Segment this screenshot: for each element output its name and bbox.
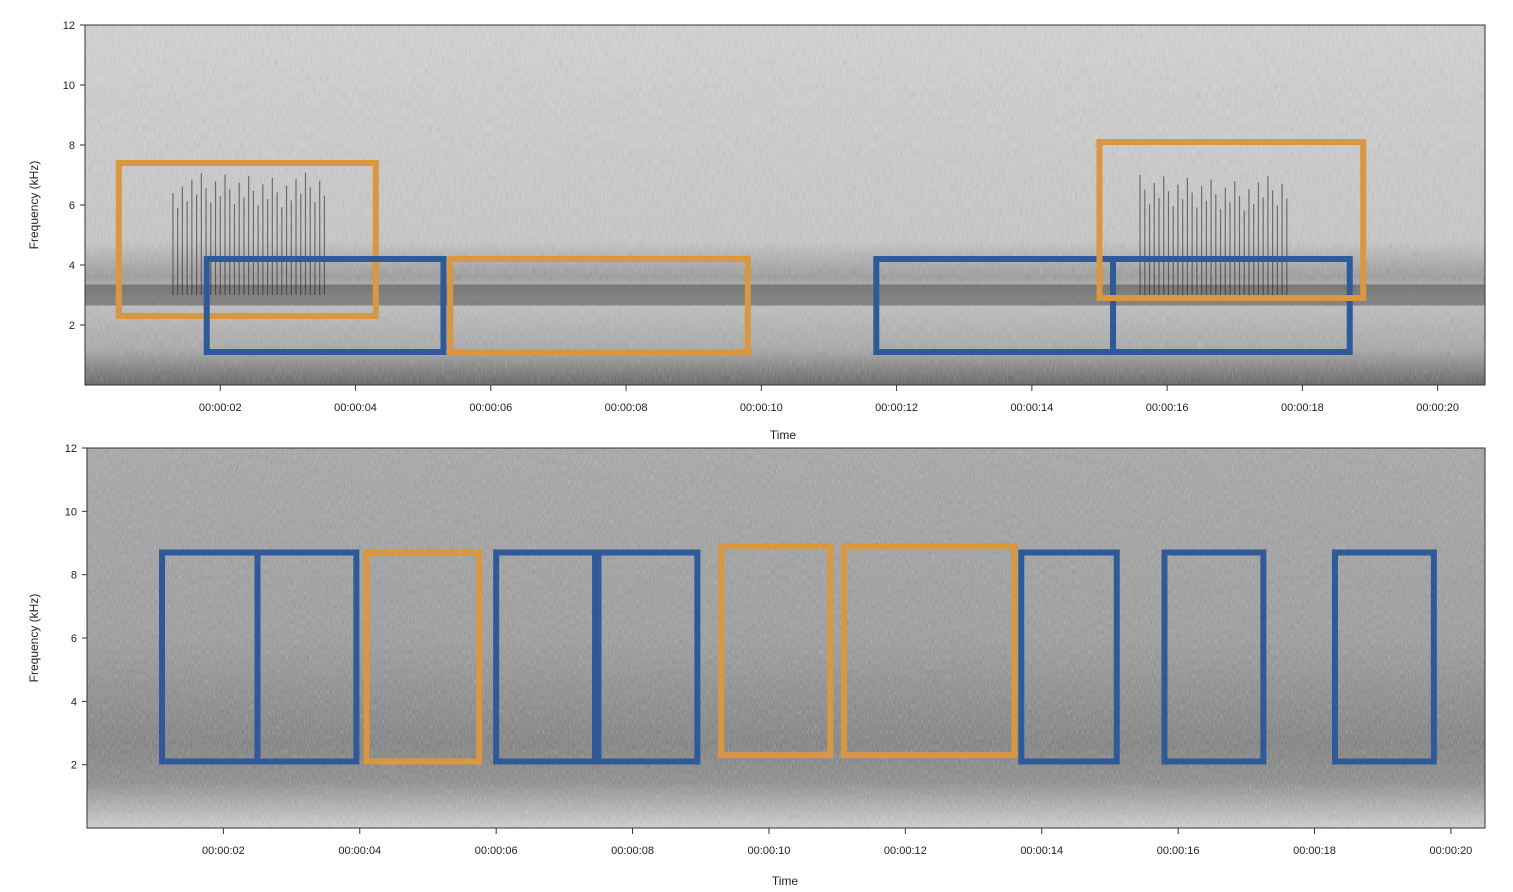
- x-tick-label: 00:00:20: [1416, 402, 1459, 414]
- orange-annotation-box: [1096, 139, 1367, 301]
- x-tick-label: 00:00:14: [1010, 402, 1053, 414]
- y-tick-label: 4: [69, 260, 75, 272]
- blue-annotation-box: [203, 256, 447, 355]
- x-tick-label: 00:00:02: [199, 402, 242, 414]
- x-tick-label: 00:00:18: [1293, 845, 1336, 857]
- bottom-x-axis-label: Time: [772, 874, 799, 888]
- blue-annotation-box: [595, 549, 701, 765]
- x-tick-label: 00:00:16: [1146, 402, 1189, 414]
- orange-annotation-box: [718, 543, 834, 759]
- orange-annotation-box: [840, 543, 1018, 759]
- y-tick-label: 2: [69, 320, 75, 332]
- x-tick-label: 00:00:04: [334, 402, 377, 414]
- blue-annotation-box: [1110, 256, 1353, 355]
- x-tick-label: 00:00:20: [1429, 845, 1472, 857]
- y-tick-label: 8: [71, 570, 77, 582]
- y-tick-label: 12: [65, 443, 77, 455]
- x-tick-label: 00:00:18: [1281, 402, 1324, 414]
- y-tick-label: 2: [71, 760, 77, 772]
- x-tick-label: 00:00:08: [605, 402, 648, 414]
- orange-annotation-box: [115, 160, 379, 319]
- y-tick-label: 8: [69, 140, 75, 152]
- bottom-x-ticks: 00:00:02 00:00:04 00:00:06 00:00:08 00:00:10…: [202, 828, 1472, 857]
- orange-annotation-box: [363, 549, 483, 765]
- bottom-y-axis-label: Frequency (kHz): [27, 594, 41, 683]
- top-annotation-boxes: [115, 139, 1367, 355]
- x-tick-label: 00:00:12: [884, 845, 927, 857]
- x-tick-label: 00:00:10: [748, 845, 791, 857]
- bottom-annotation-boxes: [159, 543, 1437, 765]
- x-tick-label: 00:00:06: [469, 402, 512, 414]
- x-tick-label: 00:00:12: [875, 402, 918, 414]
- top-y-axis-label: Frequency (kHz): [27, 161, 41, 250]
- y-tick-label: 10: [65, 506, 77, 518]
- y-tick-label: 4: [71, 696, 77, 708]
- blue-annotation-box: [1018, 549, 1120, 765]
- top-plot-noise: [85, 25, 1485, 385]
- x-tick-label: 00:00:10: [740, 402, 783, 414]
- y-tick-label: 12: [63, 20, 75, 32]
- blue-annotation-box: [1161, 549, 1267, 765]
- orange-annotation-box: [447, 256, 751, 355]
- blue-annotation-box: [254, 549, 360, 765]
- y-tick-label: 6: [71, 633, 77, 645]
- x-tick-label: 00:00:14: [1020, 845, 1063, 857]
- top-y-ticks: 2 4 6 8 10 12: [63, 20, 85, 332]
- top-x-axis-label: Time: [770, 428, 797, 442]
- x-tick-label: 00:00:02: [202, 845, 245, 857]
- y-tick-label: 6: [69, 200, 75, 212]
- bottom-y-ticks: 2 4 6 8 10 12: [65, 443, 87, 772]
- blue-annotation-box: [493, 549, 599, 765]
- blue-annotation-box: [1331, 549, 1437, 765]
- top-x-ticks: 00:00:02 00:00:04 00:00:06 00:00:08 00:00:10…: [199, 385, 1459, 414]
- x-tick-label: 00:00:04: [338, 845, 381, 857]
- x-tick-label: 00:00:06: [475, 845, 518, 857]
- x-tick-label: 00:00:16: [1157, 845, 1200, 857]
- bottom-plot-noise: [87, 448, 1485, 828]
- y-tick-label: 10: [63, 80, 75, 92]
- x-tick-label: 00:00:08: [611, 845, 654, 857]
